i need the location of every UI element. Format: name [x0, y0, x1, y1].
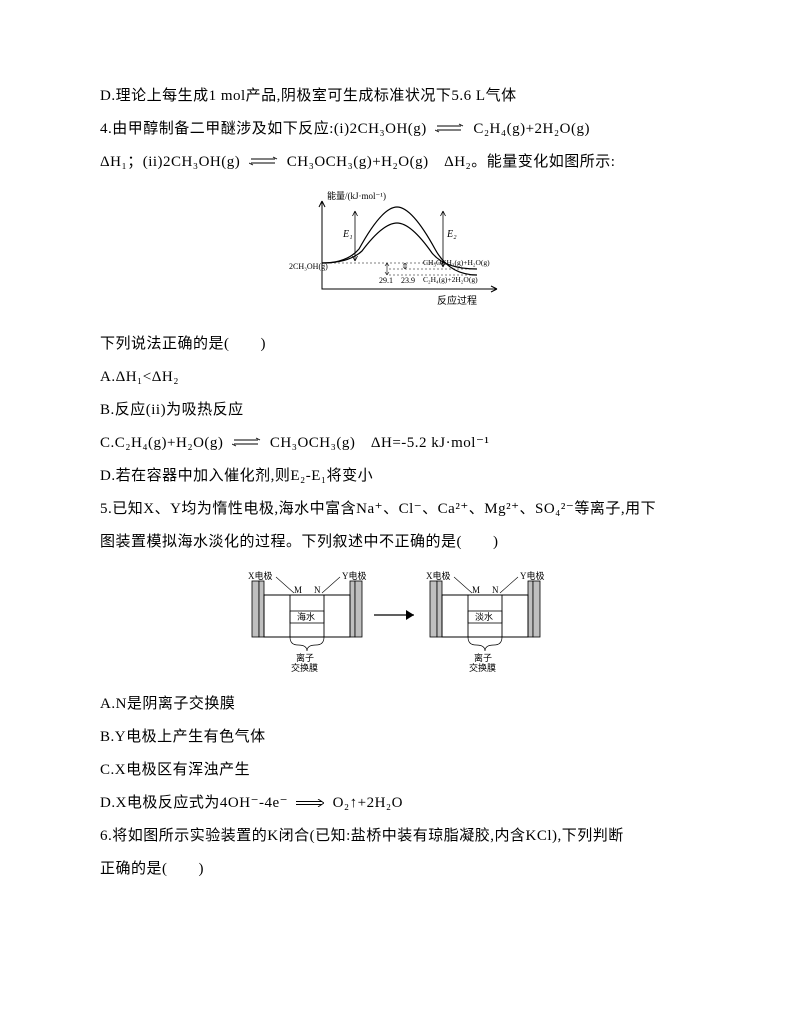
- q5-option-c: C.X电极区有浑浊产生: [100, 754, 694, 787]
- fig1-xlabel: 反应过程: [437, 294, 477, 307]
- q4-text-b: C₂H₄(g)+2H₂O(g): [473, 121, 590, 137]
- fig2-y-left: Y电极: [342, 570, 367, 581]
- figure-energy-diagram: 能量/(kJ·mol⁻¹) E₁ E₂ 2CH₃OH(g) 29.1 23.9: [100, 189, 694, 314]
- fig1-left-label: 2CH₃OH(g): [289, 262, 328, 271]
- equilibrium-arrow-icon: [232, 427, 262, 460]
- fig2-n-left: N: [314, 585, 321, 595]
- q4-text-a: 4.由甲醇制备二甲醚涉及如下反应:(i)2CH₃OH(g): [100, 121, 427, 137]
- reaction-arrow-icon: [296, 787, 324, 820]
- q4-text-d: CH₃OCH₃(g)+H₂O(g) ΔH₂。能量变化如图所示:: [287, 154, 616, 170]
- fig1-e1: E₁: [342, 229, 353, 240]
- fig2-x-left: X电极: [248, 570, 273, 581]
- fig2-y-right: Y电极: [520, 570, 545, 581]
- question-5-line2: 图装置模拟海水淡化的过程。下列叙述中不正确的是( ): [100, 526, 694, 559]
- fig2-sea: 海水: [297, 611, 315, 622]
- fig2-x-right: X电极: [426, 570, 451, 581]
- fig1-v2: 23.9: [401, 276, 415, 285]
- fig2-m-left: M: [294, 585, 302, 595]
- equilibrium-arrow-icon: [249, 146, 279, 179]
- q4-text-c: ΔH₁；(ii)2CH₃OH(g): [100, 154, 240, 170]
- fig1-ylabel: 能量/(kJ·mol⁻¹): [327, 190, 386, 201]
- fig2-n-right: N: [492, 585, 499, 595]
- fig2-fresh: 淡水: [475, 611, 493, 622]
- fig2-mem1-right: 离子: [474, 652, 492, 663]
- q5-option-b: B.Y电极上产生有色气体: [100, 721, 694, 754]
- fig1-right1: CH₃OCH₃(g)+H₂O(g): [423, 258, 490, 267]
- option-d-q3: D.理论上每生成1 mol产品,阴极室可生成标准状况下5.6 L气体: [100, 80, 694, 113]
- question-4-line1: 4.由甲醇制备二甲醚涉及如下反应:(i)2CH₃OH(g) C₂H₄(g)+2H…: [100, 113, 694, 146]
- q4-option-c: C.C₂H₄(g)+H₂O(g) CH₃OCH₃(g) ΔH=-5.2 kJ·m…: [100, 427, 694, 460]
- question-6-line2: 正确的是( ): [100, 853, 694, 886]
- q4-option-d: D.若在容器中加入催化剂,则E₂-E₁将变小: [100, 460, 694, 493]
- question-6-line1: 6.将如图所示实验装置的K闭合(已知:盐桥中装有琼脂凝胶,内含KCl),下列判断: [100, 820, 694, 853]
- fig1-e2: E₂: [446, 229, 457, 240]
- fig2-mem1-left: 离子: [296, 652, 314, 663]
- q4-option-a: A.ΔH₁<ΔH₂: [100, 361, 694, 394]
- q5-option-a: A.N是阴离子交换膜: [100, 688, 694, 721]
- figure-electrolysis: X电极 Y电极 M N 海水 离子 交换膜: [100, 569, 694, 674]
- q5-option-d: D.X电极反应式为4OH⁻-4e⁻ O₂↑+2H₂O: [100, 787, 694, 820]
- fig1-v1: 29.1: [379, 276, 393, 285]
- q4-option-b: B.反应(ii)为吸热反应: [100, 394, 694, 427]
- fig2-mem2-right: 交换膜: [469, 662, 496, 673]
- q4-optc-a: C.C₂H₄(g)+H₂O(g): [100, 435, 223, 451]
- fig1-right2: C₂H₄(g)+2H₂O(g): [423, 275, 478, 284]
- fig2-m-right: M: [472, 585, 480, 595]
- q5-optd-a: D.X电极反应式为4OH⁻-4e⁻: [100, 795, 288, 811]
- question-5-line1: 5.已知X、Y均为惰性电极,海水中富含Na⁺、Cl⁻、Ca²⁺、Mg²⁺、SO₄…: [100, 493, 694, 526]
- equilibrium-arrow-icon: [435, 113, 465, 146]
- q5-optd-b: O₂↑+2H₂O: [333, 795, 403, 811]
- question-4-line2: ΔH₁；(ii)2CH₃OH(g) CH₃OCH₃(g)+H₂O(g) ΔH₂。…: [100, 146, 694, 179]
- q4-optc-b: CH₃OCH₃(g) ΔH=-5.2 kJ·mol⁻¹: [270, 435, 489, 451]
- fig2-mem2-left: 交换膜: [291, 662, 318, 673]
- q4-prompt: 下列说法正确的是( ): [100, 328, 694, 361]
